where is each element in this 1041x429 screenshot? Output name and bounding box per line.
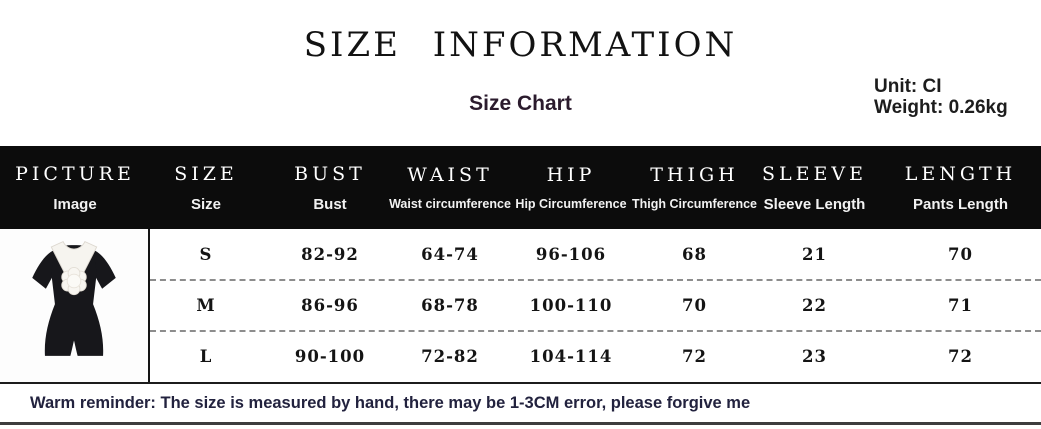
product-image-cell bbox=[0, 229, 150, 382]
cell-m-size: M bbox=[196, 296, 216, 315]
flower-detail bbox=[61, 266, 87, 295]
subheader-row: Size Chart Unit: CI Weight: 0.26kg bbox=[0, 74, 1041, 132]
header-thigh: THIGH Thigh Circumference bbox=[631, 164, 758, 211]
cell-m-bust: 86-96 bbox=[301, 296, 359, 315]
cell-s-hip: 96-106 bbox=[535, 245, 607, 264]
cell-s-size: S bbox=[199, 245, 213, 264]
cell-l-sleeve: 23 bbox=[802, 347, 827, 366]
table-header: PICTURE Image SIZE Size BUST Bust WAIST … bbox=[0, 146, 1041, 229]
row-divider-dashed bbox=[150, 279, 1041, 281]
table-body: S 82-92 64-74 96-106 68 21 70 M 86-96 68… bbox=[0, 229, 1041, 384]
unit-label: Unit: CI bbox=[874, 76, 942, 97]
weight-label: Weight: 0.26kg bbox=[874, 97, 1008, 118]
cell-l-bust: 90-100 bbox=[294, 347, 366, 366]
warm-reminder: Warm reminder: The size is measured by h… bbox=[0, 384, 1041, 425]
cell-m-sleeve: 22 bbox=[802, 296, 827, 315]
cell-s-waist: 64-74 bbox=[421, 245, 479, 264]
cell-l-hip: 104-114 bbox=[529, 347, 613, 366]
cell-m-thigh: 70 bbox=[682, 296, 707, 315]
cell-m-waist: 68-78 bbox=[421, 296, 479, 315]
row-divider-dashed bbox=[150, 330, 1041, 332]
warm-reminder-text: Warm reminder: The size is measured by h… bbox=[30, 393, 751, 412]
cell-s-thigh: 68 bbox=[682, 245, 707, 264]
header-picture: PICTURE Image bbox=[15, 162, 135, 213]
cell-s-bust: 82-92 bbox=[301, 245, 359, 264]
cell-s-length: 70 bbox=[948, 245, 973, 264]
cell-m-hip: 100-110 bbox=[529, 296, 613, 315]
cell-l-length: 72 bbox=[948, 347, 973, 366]
header-sleeve: SLEEVE Sleeve Length bbox=[762, 162, 867, 213]
cell-m-length: 71 bbox=[948, 296, 973, 315]
header-length: LENGTH Pants Length bbox=[904, 162, 1017, 213]
unit-weight-block: Unit: CI Weight: 0.26kg bbox=[874, 76, 1008, 118]
cell-l-thigh: 72 bbox=[682, 347, 707, 366]
cell-l-size: L bbox=[199, 347, 213, 366]
header-waist: WAIST Waist circumference bbox=[389, 164, 511, 211]
product-romper-image bbox=[32, 240, 116, 356]
header-size: SIZE Size bbox=[174, 162, 238, 213]
header-bust: BUST Bust bbox=[294, 162, 366, 213]
size-chart-subtitle: Size Chart bbox=[469, 92, 572, 115]
cell-l-waist: 72-82 bbox=[421, 347, 479, 366]
page-title: SIZE INFORMATION bbox=[303, 25, 738, 65]
size-table: PICTURE Image SIZE Size BUST Bust WAIST … bbox=[0, 146, 1041, 384]
header-hip: HIP Hip Circumference bbox=[515, 164, 627, 211]
cell-s-sleeve: 21 bbox=[802, 245, 827, 264]
